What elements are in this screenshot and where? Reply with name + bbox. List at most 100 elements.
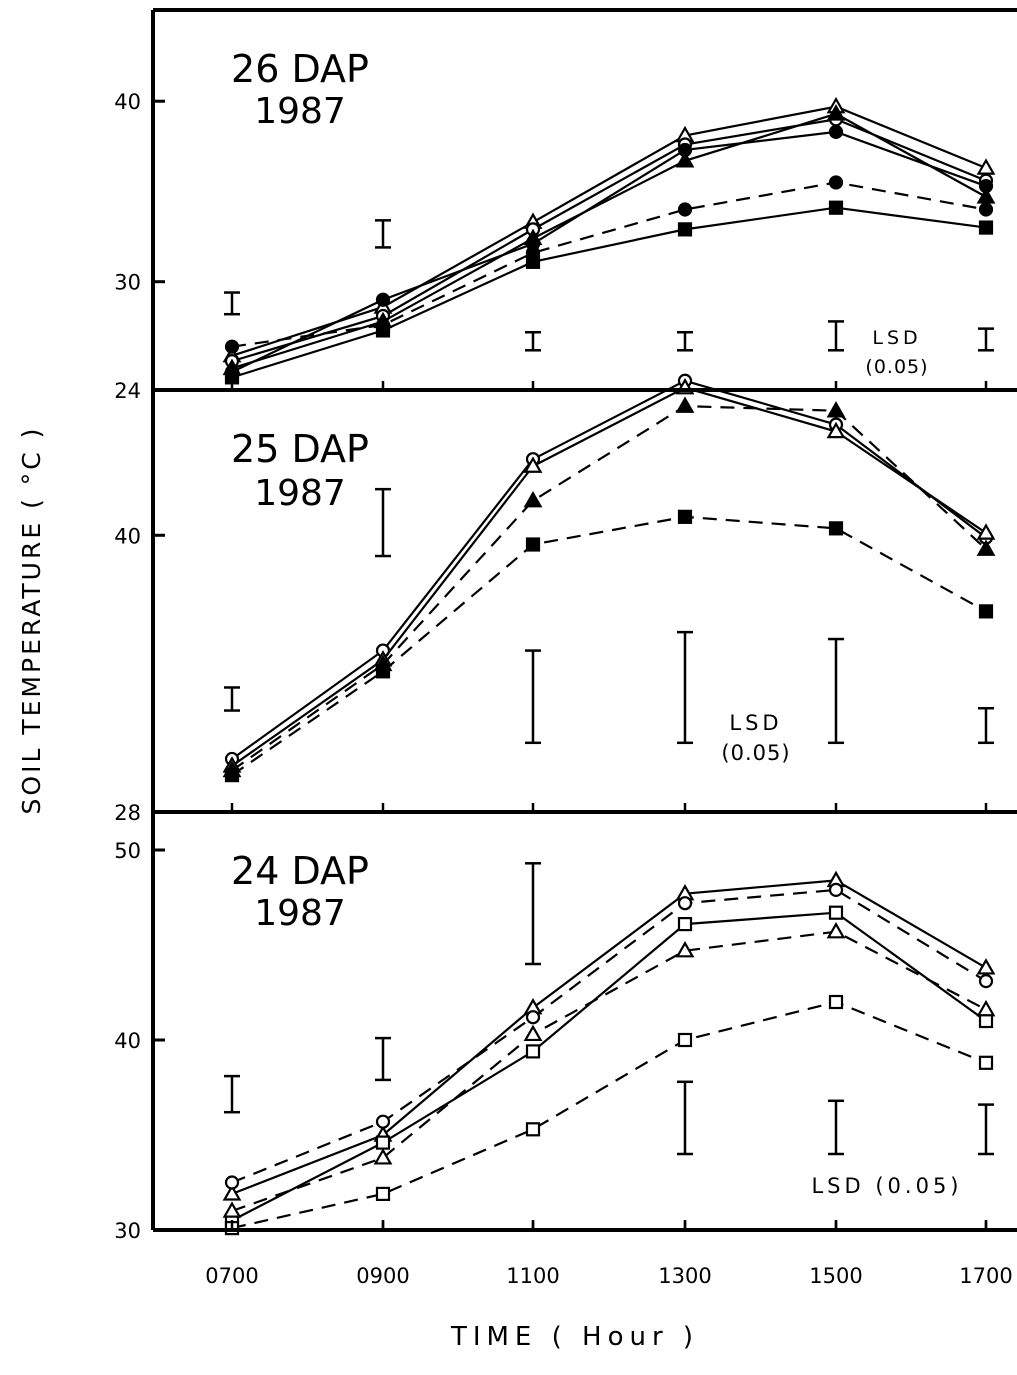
series-line <box>231 888 987 1184</box>
data-point-open-circle <box>677 896 693 911</box>
data-point-filled-square <box>978 220 994 235</box>
lsd-bar-0700 <box>224 686 240 712</box>
data-point-filled-square <box>828 521 844 536</box>
lsd-bar-1700 <box>978 327 994 352</box>
series-line <box>231 930 987 1213</box>
panel-title: 26 DAP <box>231 47 369 91</box>
data-point-open-circle <box>978 973 994 989</box>
series-line <box>231 1000 987 1230</box>
lsd-bar-1300 <box>677 330 693 352</box>
lsd-bar-1100 <box>525 649 541 745</box>
x-tick-label: 1100 <box>506 1264 559 1288</box>
data-point-filled-square <box>375 323 391 338</box>
lsd-bar-0900 <box>375 219 391 249</box>
data-point-open-triangle <box>976 958 996 975</box>
panel-subtitle: 1987 <box>254 91 346 132</box>
data-point-open-triangle <box>222 1201 242 1218</box>
y-tick-label: 28 <box>114 801 141 825</box>
data-point-open-square <box>375 1135 391 1150</box>
lsd-label-sub: (0.05) <box>865 356 928 378</box>
y-tick-label: 40 <box>114 1029 141 1053</box>
data-point-filled-triangle <box>675 396 695 413</box>
lsd-bar-1300 <box>677 1080 693 1156</box>
data-point-open-triangle <box>976 158 996 175</box>
data-point-open-circle <box>224 1175 240 1190</box>
lsd-bar-0700 <box>224 291 240 316</box>
x-tick-label: 1500 <box>809 1264 862 1288</box>
panel-subtitle: 1987 <box>254 473 346 514</box>
y-axis-title: SOIL TEMPERATURE ( °C ) <box>17 426 46 815</box>
data-point-open-triangle <box>373 1148 393 1165</box>
data-point-open-triangle <box>826 421 846 439</box>
series-line <box>231 515 987 777</box>
panel-title: 24 DAP <box>231 849 369 893</box>
lsd-bar-1300 <box>677 630 693 745</box>
lsd-bar-1500 <box>828 1099 844 1156</box>
data-point-filled-circle <box>375 292 391 307</box>
series-6 <box>224 200 994 385</box>
data-point-filled-circle <box>677 142 693 158</box>
y-tick-label: 40 <box>114 90 141 114</box>
y-tick-label: 24 <box>114 379 141 403</box>
data-point-filled-circle <box>978 178 994 194</box>
lsd-bar-0700 <box>224 1074 240 1114</box>
data-point-filled-square <box>677 222 693 237</box>
series-line <box>231 105 987 357</box>
data-point-open-square <box>525 1044 541 1059</box>
lsd-label: LSD (0.05) <box>811 1174 962 1198</box>
data-point-open-square <box>828 905 844 920</box>
y-tick-label: 30 <box>114 1219 141 1243</box>
data-point-filled-square <box>978 604 994 619</box>
data-point-filled-circle <box>828 175 844 190</box>
panel-subtitle: 1987 <box>254 893 346 934</box>
series-line <box>231 879 987 1195</box>
data-point-open-triangle <box>523 1024 543 1042</box>
lsd-bar-1500 <box>828 320 844 352</box>
series-line <box>231 911 987 1222</box>
data-point-filled-square <box>677 509 693 524</box>
data-point-open-square <box>375 1186 391 1202</box>
series-2 <box>224 882 994 1190</box>
y-tick-label: 50 <box>114 839 141 863</box>
lsd-label: LSD <box>729 711 782 735</box>
y-tick-label: 40 <box>114 524 141 548</box>
data-point-open-triangle <box>523 456 543 473</box>
lsd-bar-0900 <box>375 487 391 558</box>
data-point-filled-square <box>828 200 844 215</box>
data-point-filled-triangle <box>523 490 543 508</box>
x-tick-label: 1300 <box>658 1264 711 1288</box>
data-point-open-square <box>677 916 693 932</box>
series-1 <box>222 870 996 1201</box>
data-point-filled-circle <box>224 339 240 354</box>
data-point-filled-square <box>525 537 541 552</box>
data-point-open-triangle <box>976 999 996 1017</box>
series-line <box>231 118 987 363</box>
data-point-filled-square <box>224 370 240 385</box>
data-point-open-square <box>677 1032 693 1048</box>
data-point-open-square <box>978 1013 994 1029</box>
data-point-open-triangle <box>826 921 846 939</box>
series-4 <box>224 509 994 783</box>
data-point-open-square <box>978 1055 994 1070</box>
lsd-bar-1500 <box>828 637 844 745</box>
data-point-filled-square <box>224 768 240 783</box>
data-point-filled-circle <box>828 124 844 140</box>
series-5 <box>224 175 994 354</box>
lsd-bar-1100 <box>525 862 541 966</box>
data-point-open-square <box>525 1122 541 1137</box>
data-point-open-square <box>828 994 844 1010</box>
series-line <box>231 379 987 760</box>
data-point-filled-triangle <box>675 151 695 168</box>
lsd-bar-1100 <box>525 330 541 352</box>
x-axis-title: TIME ( Hour ) <box>450 1322 699 1352</box>
series-line <box>231 130 987 373</box>
data-point-filled-square <box>375 664 391 679</box>
y-tick-label: 30 <box>114 271 141 295</box>
panel-title: 25 DAP <box>231 427 369 471</box>
lsd-bar-1700 <box>978 706 994 745</box>
